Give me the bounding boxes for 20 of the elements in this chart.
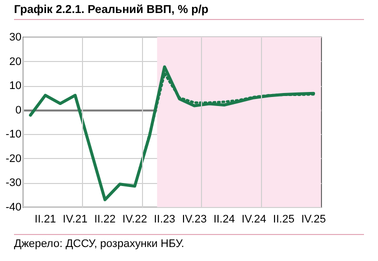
y-tick-label: -30 [6, 177, 22, 190]
x-tick-label: II.25 [273, 214, 294, 226]
x-tick-label: II.24 [213, 214, 235, 226]
x-tick-label: II.23 [154, 214, 176, 226]
y-tick-label: -10 [6, 128, 22, 141]
y-tick-label: 10 [9, 80, 22, 92]
x-tick-label: II.22 [94, 214, 116, 226]
y-tick-label: 0 [15, 104, 22, 116]
x-tick-label: IV.21 [62, 214, 88, 226]
x-tick-label: IV.25 [301, 214, 326, 226]
x-tick-label: IV.23 [182, 214, 207, 226]
y-tick-label: -20 [6, 152, 22, 165]
y-tick-label: 30 [9, 32, 22, 44]
y-tick-label: -40 [6, 202, 22, 214]
chart-title: Графік 2.2.1. Реальний ВВП, % р/р [14, 4, 364, 20]
y-tick-label: 20 [9, 56, 22, 68]
x-tick-label: IV.22 [122, 214, 148, 226]
x-tick-label: IV.24 [242, 214, 266, 226]
text: Джерело: ДССУ, розрахунки НБУ. [14, 234, 364, 250]
x-tick-label: II.21 [34, 214, 56, 226]
